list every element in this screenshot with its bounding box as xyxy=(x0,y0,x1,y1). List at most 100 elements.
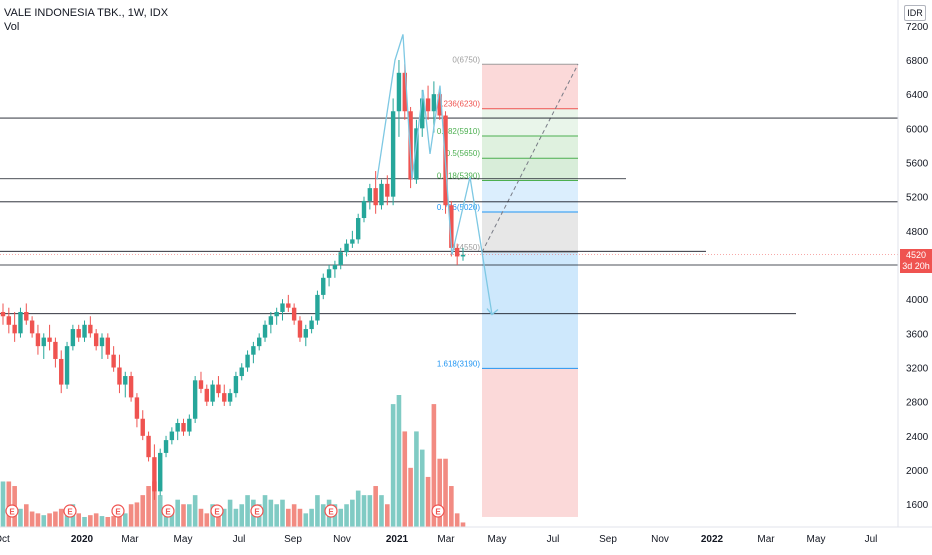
candle-body xyxy=(123,376,128,385)
zigzag-path xyxy=(376,34,493,315)
candle-body xyxy=(76,329,81,338)
volume-bar xyxy=(385,504,390,527)
y-tick-label: 2800 xyxy=(906,398,929,409)
y-tick-label: 4000 xyxy=(906,295,929,306)
x-tick-label: Jul xyxy=(865,534,878,545)
candle-body xyxy=(326,269,332,278)
candle-body xyxy=(361,200,367,219)
candle-body xyxy=(420,98,425,129)
fib-level-label: 0.618(5390) xyxy=(437,171,480,180)
earnings-marker-label: E xyxy=(328,508,334,517)
candle-body xyxy=(181,423,186,432)
y-tick-label: 6000 xyxy=(906,124,929,135)
volume-bar xyxy=(437,458,443,527)
candle-body xyxy=(29,320,35,334)
volume-bar xyxy=(35,513,41,527)
candle-body xyxy=(128,376,134,398)
candle-body xyxy=(291,307,297,321)
volume-bar xyxy=(47,513,52,527)
candle-body xyxy=(262,324,268,338)
volume-bar xyxy=(53,511,58,527)
volume-bar xyxy=(169,508,175,527)
x-tick-label: Jul xyxy=(547,534,560,545)
candle-body xyxy=(390,111,396,197)
candle-body xyxy=(251,346,256,355)
price-axis[interactable]: 1600200024002800320036004000440048005200… xyxy=(897,0,929,527)
earnings-marker xyxy=(324,504,338,518)
x-tick-label: Mar xyxy=(437,534,455,545)
candle-body xyxy=(309,320,314,330)
volume-bar xyxy=(111,516,116,527)
volume-bar xyxy=(367,495,373,527)
volume-bar xyxy=(408,467,413,527)
candle-body xyxy=(350,239,355,244)
candle-body xyxy=(47,337,52,342)
candle-body xyxy=(454,247,460,257)
candle-body xyxy=(425,98,431,112)
earnings-marker xyxy=(111,504,125,518)
candle-body xyxy=(460,254,466,257)
candle-body xyxy=(70,329,76,347)
candle-body xyxy=(169,431,175,441)
volume-bar xyxy=(431,404,437,527)
currency-badge[interactable]: IDR xyxy=(904,5,926,21)
earnings-marker xyxy=(63,504,77,518)
candle-body xyxy=(321,277,326,295)
candle-body xyxy=(210,384,215,402)
fib-trend-line xyxy=(481,64,579,253)
y-tick-label: 5600 xyxy=(906,159,929,170)
volume-bar xyxy=(286,508,291,527)
earnings-marker-label: E xyxy=(67,508,73,517)
earnings-marker-label: E xyxy=(254,508,260,517)
volume-bar xyxy=(309,508,314,527)
volume-bar xyxy=(361,495,367,527)
y-tick-label: 2000 xyxy=(906,466,929,477)
candle-body xyxy=(18,311,23,334)
volume-bar xyxy=(262,495,268,527)
candle-body xyxy=(192,380,198,419)
fib-band xyxy=(482,64,578,109)
fib-band xyxy=(482,108,578,137)
fib-retracement[interactable]: 0(6750) 0.236(6230) 0.382(5910) 0.5(5650) 0.… xyxy=(437,55,579,517)
fib-level-label: 0(6750) xyxy=(452,55,480,64)
candle-body xyxy=(158,452,163,492)
y-tick-label: 1600 xyxy=(906,500,929,511)
volume-bar xyxy=(29,511,35,527)
bar-countdown: 3d 20h xyxy=(902,261,930,271)
volume-bar xyxy=(419,449,425,527)
earnings-marker-label: E xyxy=(165,508,171,517)
volume-bar xyxy=(187,504,192,527)
volume-bar xyxy=(204,513,210,527)
y-tick-label: 3600 xyxy=(906,329,929,340)
candle-body xyxy=(385,183,390,197)
x-tick-label: Mar xyxy=(757,534,775,545)
volume-bar xyxy=(157,495,163,527)
fib-band xyxy=(482,212,578,253)
zigzag-drawing[interactable] xyxy=(376,34,499,316)
candle-body xyxy=(6,316,12,325)
volume-bar xyxy=(216,513,221,527)
candle-body xyxy=(367,188,373,201)
candle-body xyxy=(64,346,70,385)
fib-level-label: 0.382(5910) xyxy=(437,127,480,136)
candle-body xyxy=(0,311,6,317)
volume-label: Vol xyxy=(4,21,20,33)
fib-band xyxy=(482,368,578,517)
candle-body xyxy=(163,440,169,453)
fib-level-label: 1(4550) xyxy=(452,243,480,252)
volume-bar xyxy=(355,490,361,527)
candle-body xyxy=(187,418,192,432)
candle-body xyxy=(239,367,244,377)
candle-body xyxy=(146,435,151,458)
candle-body xyxy=(227,393,233,402)
horizontal-lines[interactable] xyxy=(0,117,898,315)
time-axis[interactable]: Oct 2020 Mar May Jul Sep Nov 2021 Mar May Jul Sep No… xyxy=(0,526,932,545)
fib-level-label: 0.5(5650) xyxy=(446,149,481,158)
candle-body xyxy=(82,324,87,338)
x-tick-label: Jul xyxy=(233,534,246,545)
x-tick-label: May xyxy=(488,534,507,545)
volume-bar xyxy=(320,504,326,527)
